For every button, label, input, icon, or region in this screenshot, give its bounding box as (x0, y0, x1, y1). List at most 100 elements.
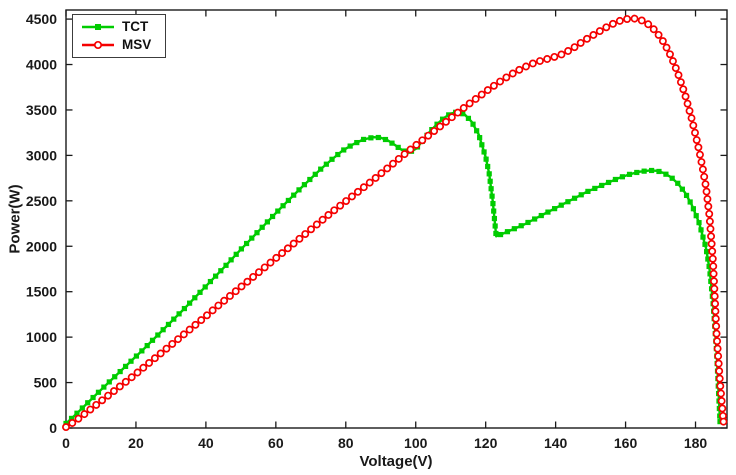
circle-marker (394, 154, 403, 163)
circle-marker (681, 92, 690, 101)
square-marker (354, 139, 360, 146)
circle-marker (671, 64, 680, 73)
circle-marker (543, 55, 552, 63)
square-marker (347, 143, 353, 149)
square-marker (619, 174, 626, 180)
square-marker (483, 156, 489, 162)
square-marker (558, 202, 564, 208)
circle-marker (436, 122, 444, 131)
square-marker (360, 136, 367, 143)
square-marker (312, 171, 318, 177)
circle-marker (550, 52, 559, 61)
circle-marker (406, 145, 415, 154)
legend-item-tct: TCT (81, 20, 151, 34)
square-marker (128, 358, 134, 364)
circle-marker (471, 95, 480, 103)
circle-marker (115, 382, 124, 391)
square-marker (634, 169, 640, 176)
square-marker (687, 199, 693, 205)
circle-marker (424, 131, 433, 140)
circle-marker (716, 382, 725, 390)
circle-marker (705, 217, 714, 226)
circle-marker (644, 20, 653, 29)
square-marker (679, 186, 685, 192)
square-marker (395, 144, 401, 150)
square-marker (705, 256, 711, 262)
circle-marker (576, 38, 585, 47)
circle-marker (289, 239, 298, 248)
circle-marker (717, 397, 726, 405)
circle-marker (715, 367, 724, 376)
circle-marker (249, 272, 258, 281)
circle-marker (156, 349, 165, 358)
circle-marker (295, 234, 304, 243)
square-marker (122, 363, 129, 369)
circle-marker (706, 224, 715, 233)
square-marker (565, 199, 571, 205)
square-marker (68, 415, 75, 422)
legend-swatch-tct-icon (82, 24, 114, 30)
circle-marker (127, 373, 136, 382)
circle-marker (260, 263, 269, 272)
square-marker (485, 163, 491, 170)
msv-markers (62, 14, 728, 432)
circle-marker (685, 106, 694, 115)
circle-marker (174, 335, 182, 344)
circle-marker (696, 150, 704, 159)
tct-curve (64, 110, 722, 425)
circle-marker (712, 322, 721, 331)
square-marker (696, 220, 702, 226)
circle-marker (68, 419, 77, 427)
square-marker (133, 353, 140, 359)
square-marker (492, 223, 498, 229)
square-marker (375, 134, 381, 141)
x-tick-label: 180 (684, 435, 708, 451)
square-marker (165, 321, 172, 328)
circle-marker (266, 258, 275, 267)
square-marker (323, 161, 329, 167)
square-marker (106, 379, 112, 385)
circle-marker (80, 410, 89, 419)
square-marker (491, 215, 498, 222)
circle-marker (254, 268, 263, 277)
square-marker (497, 231, 504, 238)
circle-marker (623, 15, 632, 23)
circle-marker (609, 19, 617, 28)
square-marker (280, 203, 286, 209)
circle-marker (377, 169, 386, 178)
circle-marker (203, 311, 211, 320)
circle-marker (715, 374, 724, 383)
circle-marker (418, 136, 427, 145)
circle-marker (713, 337, 722, 346)
circle-marker (704, 202, 713, 211)
square-marker (641, 168, 647, 174)
circle-marker (162, 344, 171, 353)
circle-marker (336, 201, 345, 210)
square-marker (187, 300, 193, 306)
circle-marker (615, 16, 624, 25)
square-marker (626, 171, 633, 177)
circle-marker (365, 178, 374, 187)
square-marker (144, 343, 150, 349)
circle-marker (74, 414, 83, 423)
y-tick-label: 500 (34, 375, 58, 391)
square-marker (85, 400, 91, 406)
square-marker (488, 186, 494, 192)
circle-marker (691, 128, 699, 137)
y-axis-label: Power(W) (6, 184, 24, 254)
circle-marker (674, 71, 683, 80)
square-marker (491, 208, 497, 214)
square-marker (571, 195, 578, 201)
circle-marker (666, 50, 674, 59)
square-marker (599, 182, 605, 189)
x-tick-label: 60 (268, 435, 284, 451)
circle-marker (602, 23, 611, 32)
legend-item-msv: MSV (81, 38, 151, 52)
square-marker (192, 295, 198, 301)
circle-marker (676, 78, 685, 87)
circle-marker (697, 158, 706, 166)
circle-marker (168, 339, 177, 348)
square-marker (197, 289, 203, 295)
square-marker (389, 140, 395, 146)
